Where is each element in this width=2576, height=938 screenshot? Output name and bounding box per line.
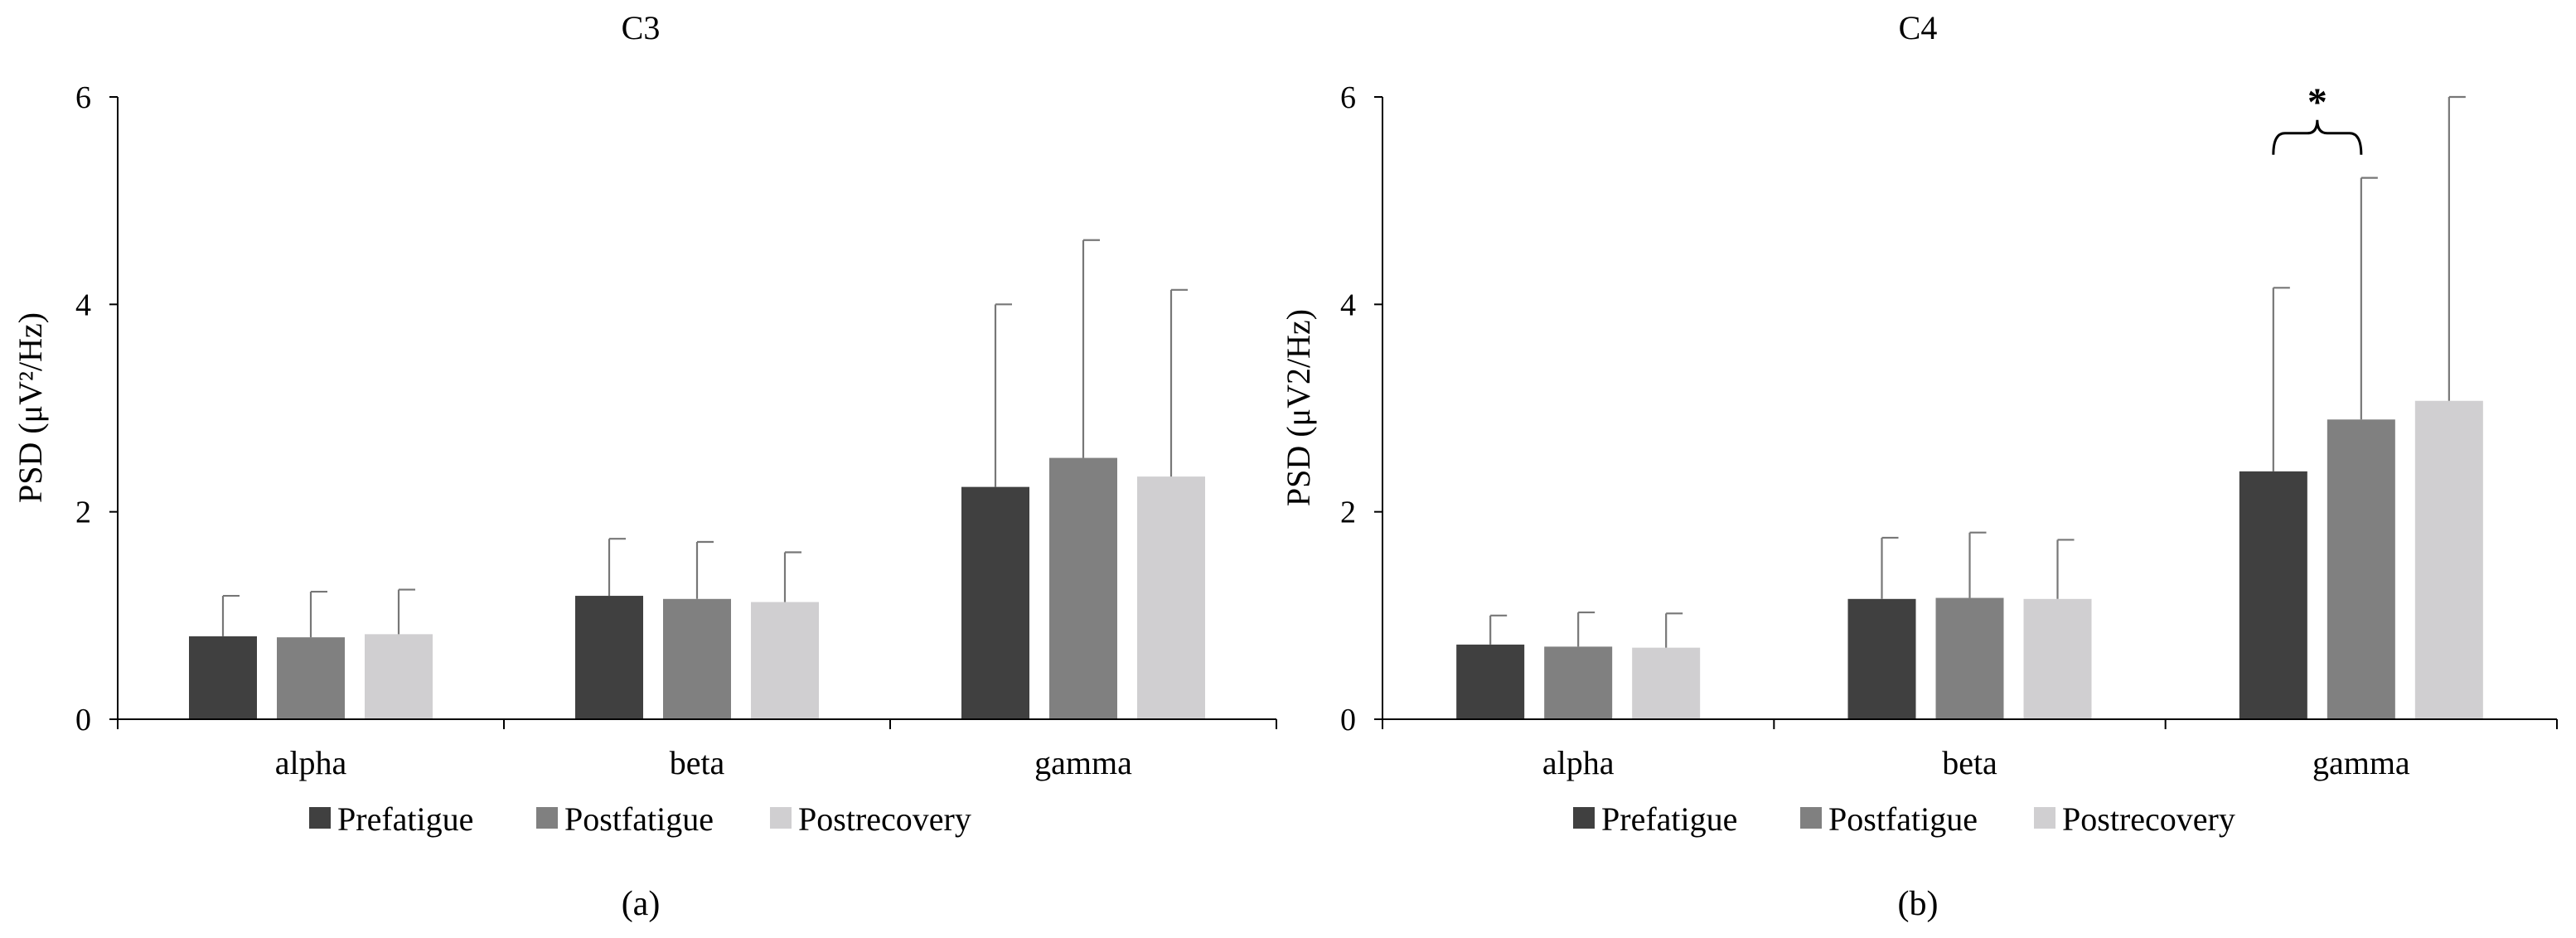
y-tick-label: 2	[75, 496, 91, 530]
bar-gamma-postfatigue	[2327, 419, 2395, 719]
bar-gamma-postrecovery	[2414, 400, 2483, 719]
bar-alpha-prefatigue	[1456, 644, 1525, 719]
panel-label: (b)	[1898, 885, 1939, 923]
bar-alpha-postfatigue	[277, 637, 345, 719]
significance-star: *	[2307, 80, 2327, 124]
y-tick-label: 6	[75, 80, 91, 115]
legend-label-postrecovery: Postrecovery	[2062, 800, 2235, 838]
x-tick-label: gamma	[2312, 744, 2410, 781]
y-tick-label: 0	[75, 703, 91, 737]
legend-swatch-postrecovery	[770, 807, 792, 829]
legend-swatch-postrecovery	[2034, 807, 2055, 829]
panel-label: (a)	[622, 885, 661, 923]
legend-label-postfatigue: Postfatigue	[1828, 800, 1978, 838]
y-tick-label: 4	[75, 288, 91, 322]
chart-panel-c3: C3 0 2 4 6 PSD (μV²/Hz) alpha beta gamma Prefatig…	[12, 9, 1277, 923]
x-tick-label: alpha	[275, 744, 347, 781]
bar-gamma-prefatigue	[2239, 471, 2307, 719]
bar-gamma-postrecovery	[1137, 476, 1205, 719]
chart-title: C4	[1899, 9, 1938, 46]
y-tick-label: 6	[1340, 80, 1356, 115]
x-tick-label: alpha	[1542, 744, 1615, 781]
bar-beta-postrecovery	[751, 602, 819, 719]
bar-beta-prefatigue	[575, 596, 643, 719]
y-axis-label: PSD (μV²/Hz)	[12, 312, 49, 503]
bar-alpha-postfatigue	[1544, 646, 1613, 719]
bar-alpha-postrecovery	[1632, 647, 1701, 719]
x-tick-label: beta	[670, 744, 725, 781]
legend-swatch-postfatigue	[536, 807, 558, 829]
legend-label-prefatigue: Prefatigue	[1601, 800, 1737, 838]
bar-beta-prefatigue	[1847, 598, 1916, 719]
bar-beta-postrecovery	[2023, 598, 2092, 719]
bar-gamma-postfatigue	[1049, 457, 1117, 719]
legend-swatch-prefatigue	[1573, 807, 1595, 829]
bar-beta-postfatigue	[1935, 597, 2004, 719]
y-axis-label: PSD (μV2/Hz)	[1280, 309, 1317, 506]
legend-label-prefatigue: Prefatigue	[337, 800, 473, 838]
legend-swatch-prefatigue	[309, 807, 331, 829]
x-tick-label: beta	[1942, 744, 1997, 781]
significance-brace	[2272, 119, 2363, 155]
legend-label-postfatigue: Postfatigue	[564, 800, 714, 838]
y-tick-label: 2	[1340, 496, 1356, 530]
x-tick-label: gamma	[1034, 744, 1132, 781]
y-tick-label: 4	[1340, 288, 1356, 322]
y-tick-label: 0	[1340, 703, 1356, 737]
chart-title: C3	[622, 9, 661, 46]
legend-swatch-postfatigue	[1800, 807, 1822, 829]
bar-beta-postfatigue	[663, 598, 731, 719]
legend-label-postrecovery: Postrecovery	[798, 800, 971, 838]
bar-alpha-prefatigue	[189, 636, 257, 719]
chart-panel-c4: C4 0 2 4 6 PSD (μV2/Hz) alpha beta gamma * Prefati…	[1280, 9, 2558, 923]
bar-alpha-postrecovery	[365, 634, 433, 719]
bar-gamma-prefatigue	[961, 486, 1029, 719]
